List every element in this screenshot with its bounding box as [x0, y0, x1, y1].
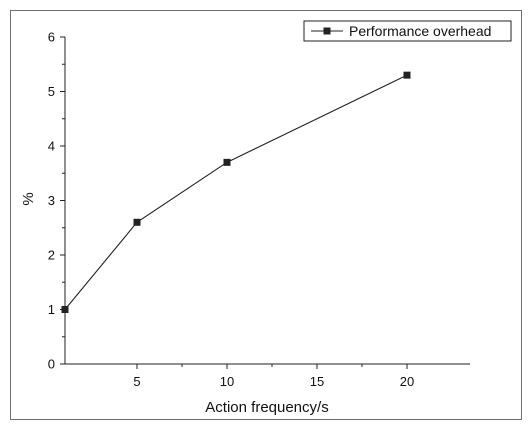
y-tick-label: 0 — [48, 357, 55, 372]
axis-ticks: 0 1 2 3 4 5 6 5 10 15 20 — [48, 30, 414, 390]
data-point-marker — [223, 158, 231, 166]
x-tick-label: 15 — [310, 374, 324, 389]
series-layer — [61, 71, 411, 313]
data-point-marker — [403, 71, 411, 79]
x-tick-label: 5 — [133, 374, 140, 389]
legend-box — [303, 20, 512, 42]
data-point-marker — [61, 306, 69, 313]
x-tick-label: 10 — [220, 374, 234, 389]
legend-marker — [323, 27, 331, 35]
chart-frame — [10, 10, 522, 420]
y-tick-label: 5 — [48, 84, 55, 99]
x-tick-label: 20 — [400, 374, 414, 389]
data-point-marker — [133, 218, 141, 226]
series-line — [64, 74, 408, 310]
legend: Performance overhead — [303, 20, 512, 42]
y-tick-label: 6 — [48, 30, 55, 45]
x-axis-label: Action frequency/s — [205, 399, 328, 416]
legend-label: Performance overhead — [349, 23, 491, 39]
y-tick-label: 2 — [48, 248, 55, 263]
y-tick-label: 1 — [48, 302, 55, 317]
y-tick-label: 4 — [48, 139, 55, 154]
chart-axes — [64, 37, 470, 365]
y-tick-label: 3 — [48, 193, 55, 208]
y-axis-label: % — [20, 192, 37, 205]
